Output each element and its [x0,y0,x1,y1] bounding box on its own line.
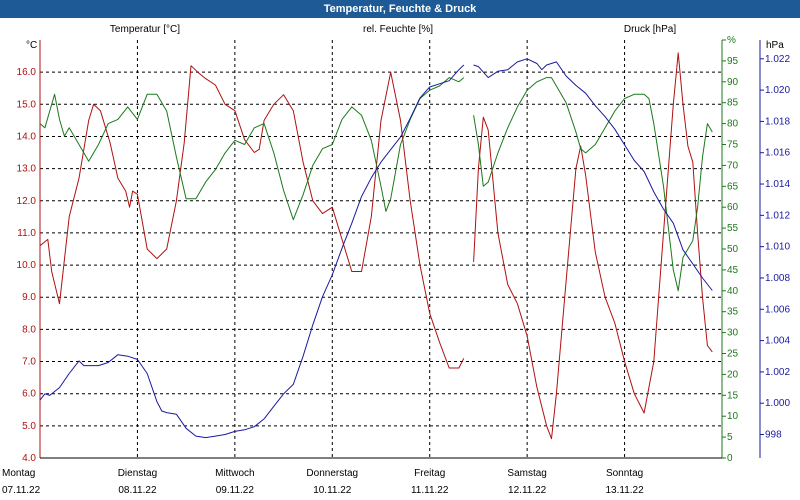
pressure-tick-label: 1.000 [765,398,790,409]
day-date-label: 08.11.22 [118,485,157,496]
day-weekday-label: Freitag [414,468,445,479]
temperature-tick-label: 7.0 [22,357,36,368]
humidity-tick-label: 5 [727,432,733,443]
temperature-series-line [39,65,465,369]
pressure-tick-label: 1.010 [765,242,790,253]
chart-background [0,18,800,500]
humidity-tick-label: 15 [727,390,739,401]
pressure-tick-label: 1.006 [765,304,790,315]
humidity-tick-label: 75 [727,140,739,151]
temperature-tick-label: 8.0 [22,324,36,335]
pressure-tick-label: 1.012 [765,210,790,221]
temperature-tick-label: 13.0 [17,164,37,175]
pressure-tick-label: 1.018 [765,116,790,127]
humidity-tick-label: 80 [727,119,739,130]
pressure-series-line [39,64,465,439]
humidity-tick-label: 85 [727,98,739,109]
temperature-tick-label: 11.0 [17,228,36,239]
humidity-tick-label: 10 [727,411,739,422]
temperature-tick-label: 6.0 [22,389,36,400]
chart-title: Temperatur, Feuchte & Druck [0,0,800,18]
temperature-tick-label: 4.0 [22,453,36,464]
temperature-tick-label: 12.0 [17,196,37,207]
temperature-tick-label: 9.0 [22,292,36,303]
humidity-tick-label: 50 [727,244,739,255]
legend-pressure: Druck [hPa] [624,24,676,35]
humidity-tick-label: 70 [727,160,739,171]
day-date-label: 13.11.22 [605,485,644,496]
temperature-tick-label: 14.0 [17,131,37,142]
day-date-label: 12.11.22 [508,485,547,496]
humidity-tick-label: 60 [727,202,739,213]
series-lines [39,52,713,440]
temperature-axis-ticks: 4.0 5.0 6.0 7.0 8.0 9.0 10.0 11.0 12.0 13.0 14.0 15… [17,67,37,464]
pressure-tick-label: 1.014 [765,179,790,190]
humidity-tick-label: 55 [727,223,739,234]
humidity-series-line [39,77,465,221]
pressure-axis-ticks: 998 1.000 1.002 1.004 1.006 1.008 1.010 1.012 1.… [760,54,790,441]
grid [39,40,761,459]
temperature-tick-label: 15.0 [17,99,37,110]
humidity-axis-ticks: 0 5 10 15 20 25 30 35 40 45 50 55 60 65 70 75 80 85 90 95% [722,35,739,464]
humidity-tick-label: 0 [727,453,733,464]
temperature-tick-label: 16.0 [17,67,37,78]
humidity-tick-label: 90 [727,77,739,88]
day-date-label: 09.11.22 [216,485,255,496]
temperature-tick-label: 10.0 [17,260,37,271]
humidity-tick-label: 45 [727,265,739,276]
legend-temperature: Temperatur [°C] [110,24,180,35]
pressure-tick-label: 1.004 [765,336,790,347]
humidity-tick-label: % [727,35,736,46]
day-weekday-label: Donnerstag [306,468,358,479]
pressure-unit-label: hPa [766,40,784,51]
humidity-tick-label: 30 [727,328,739,339]
humidity-tick-label: 40 [727,286,739,297]
day-date-label: 11.11.22 [411,485,449,496]
pressure-tick-label: 1.008 [765,273,790,284]
day-date-label: 07.11.22 [2,485,41,496]
humidity-tick-label: 95 [727,56,739,67]
humidity-series-line [473,77,713,292]
temperature-unit-label: °C [26,40,37,51]
day-weekday-label: Montag [2,468,35,479]
pressure-tick-label: 1.002 [765,367,790,378]
day-weekday-label: Dienstag [118,468,157,479]
legend-humidity: rel. Feuchte [%] [363,24,433,35]
day-labels: Montag 07.11.22 Dienstag 08.11.22 Mittwoch 09… [2,468,644,496]
humidity-tick-label: 25 [727,349,739,360]
humidity-tick-label: 20 [727,369,739,380]
temperature-tick-label: 5.0 [22,421,36,432]
humidity-tick-label: 65 [727,181,739,192]
temperature-series-line [473,52,713,440]
day-weekday-label: Samstag [507,468,546,479]
pressure-tick-label: 998 [765,430,782,441]
pressure-series-line [473,58,713,291]
pressure-tick-label: 1.022 [765,54,790,65]
day-weekday-label: Mittwoch [215,468,254,479]
day-weekday-label: Sonntag [606,468,643,479]
pressure-tick-label: 1.020 [765,85,790,96]
day-date-label: 10.11.22 [313,485,352,496]
humidity-tick-label: 35 [727,307,739,318]
pressure-tick-label: 1.016 [765,148,790,159]
